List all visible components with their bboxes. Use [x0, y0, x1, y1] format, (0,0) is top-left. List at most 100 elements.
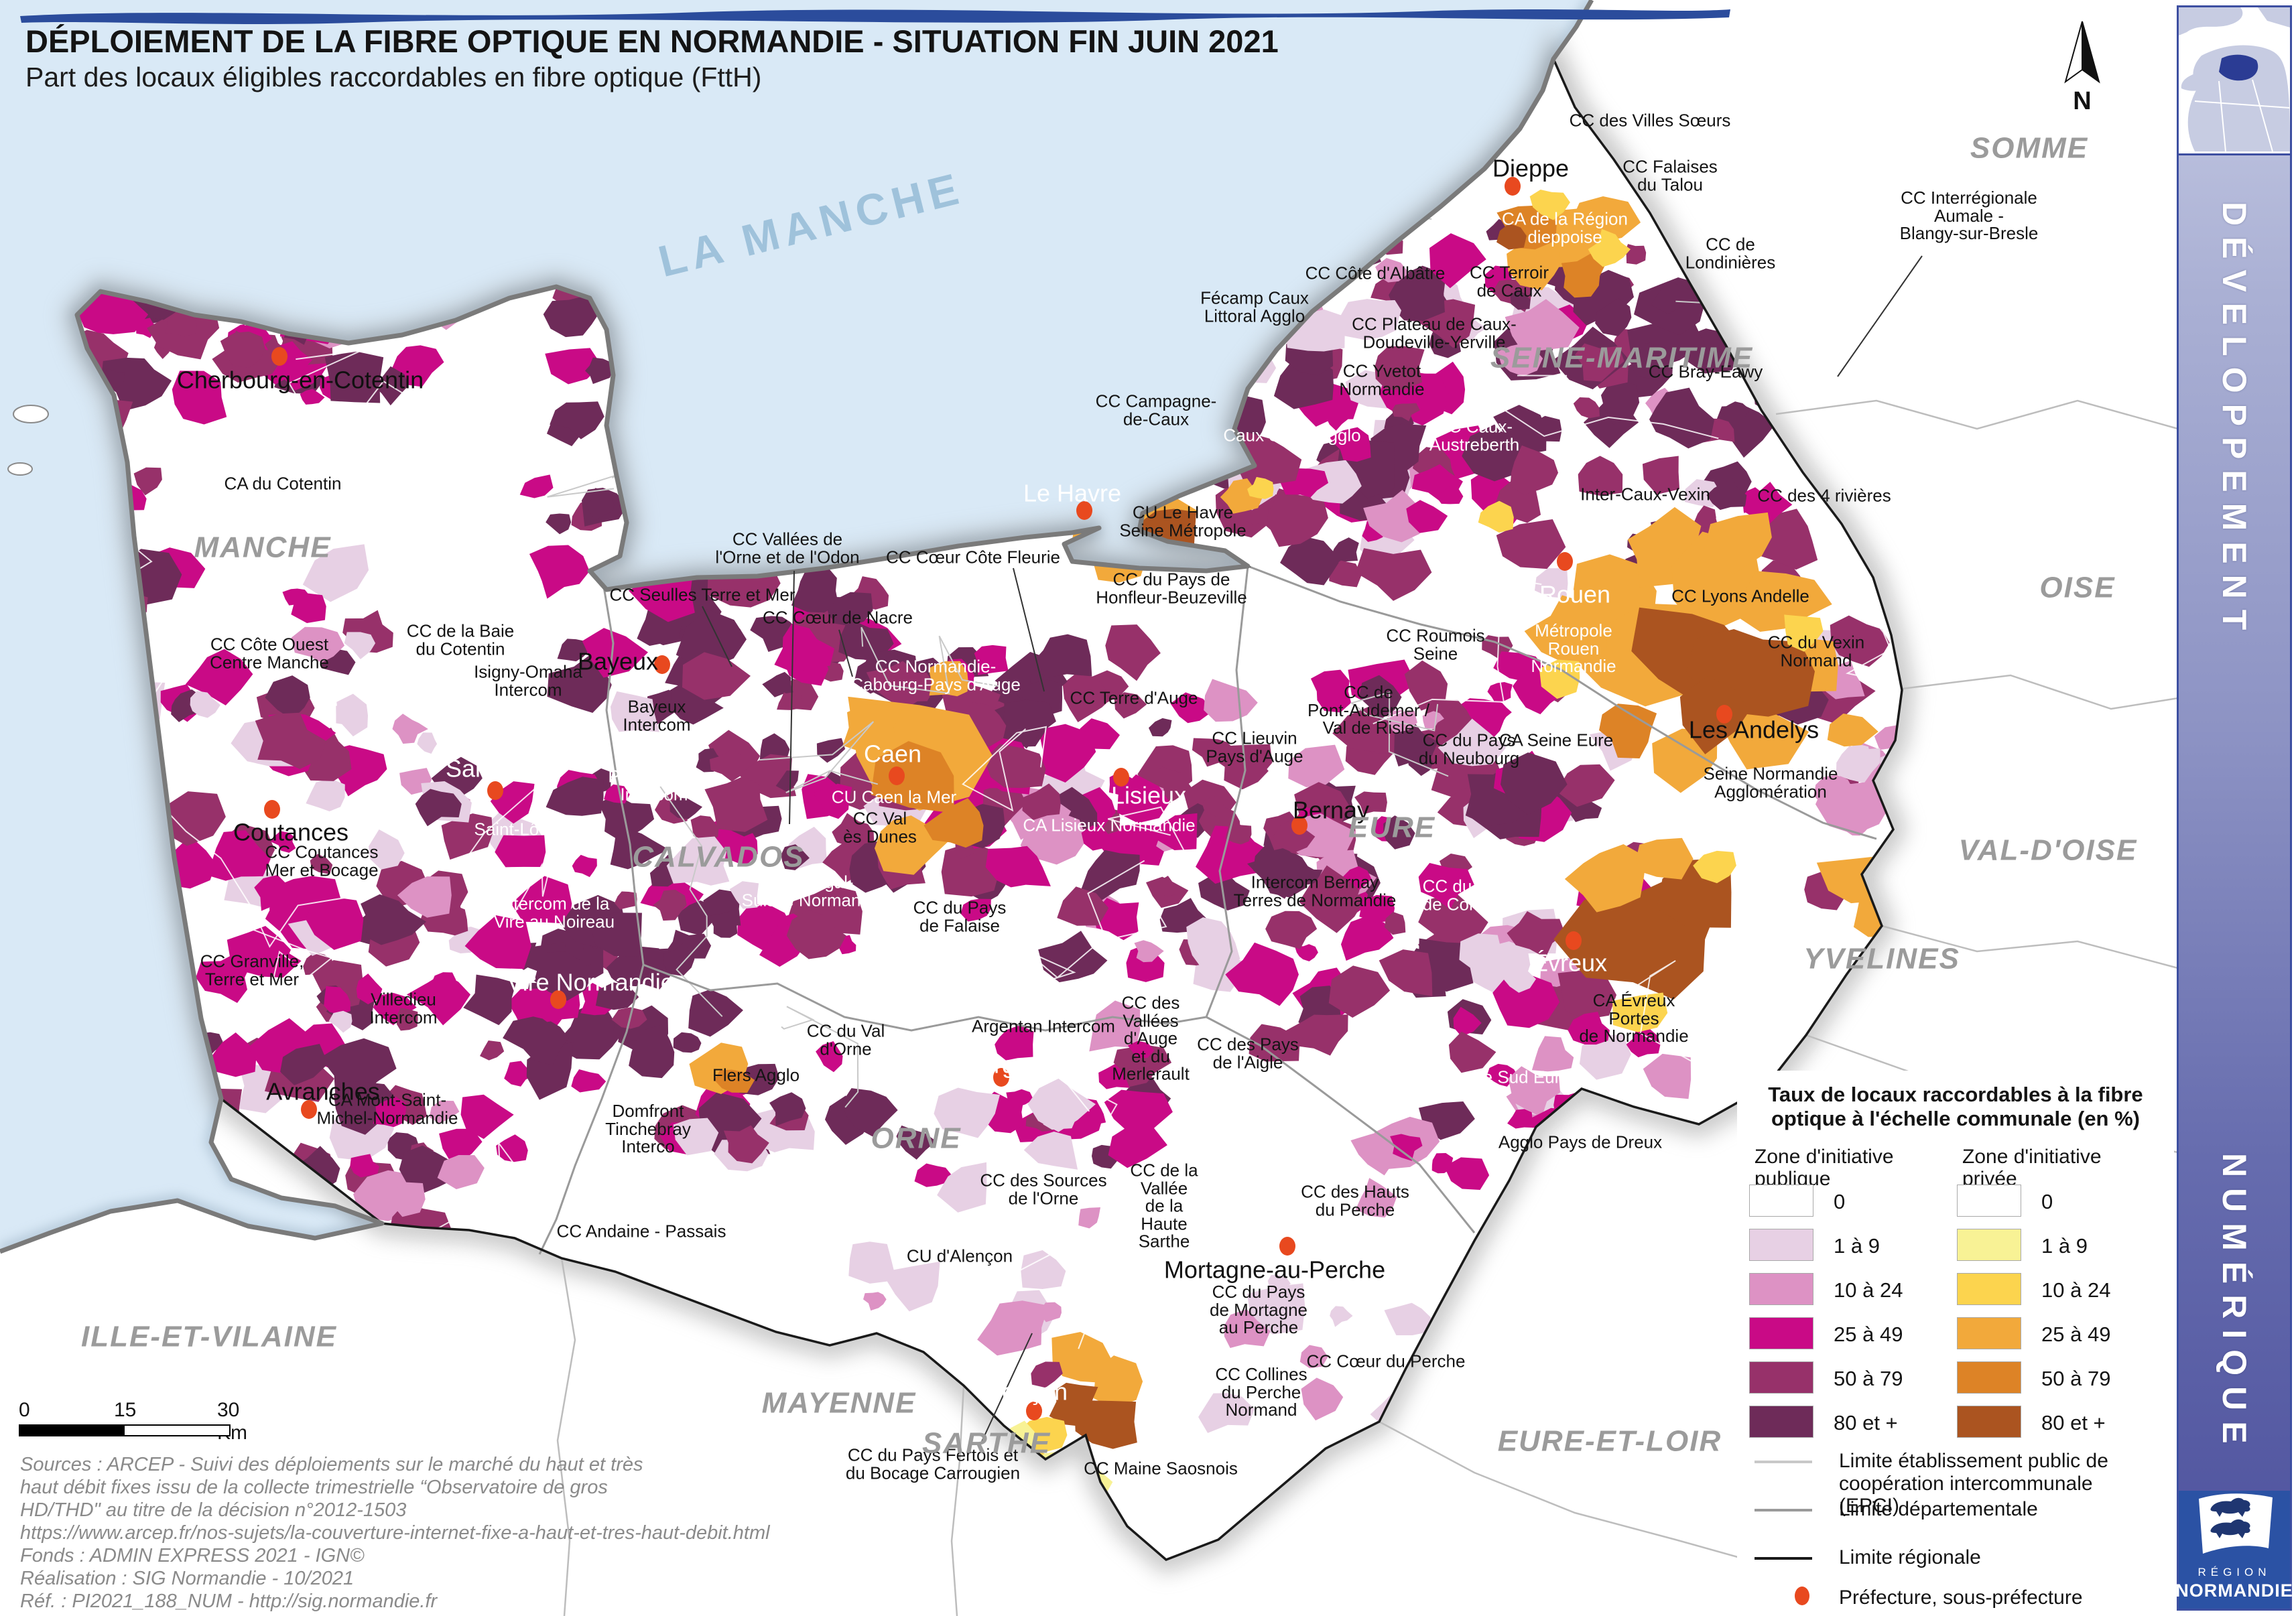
source-line-6: Réf. : PI2021_188_NUM - http://sig.norma… — [20, 1590, 438, 1612]
legend-class-label: 50 à 79 — [2041, 1367, 2111, 1390]
legend-public-header: Zone d'initiative publique — [1755, 1146, 1894, 1190]
label-leader-lines — [702, 255, 1923, 1446]
north-arrow-icon — [2064, 21, 2100, 84]
legend-swatch-private-3 — [1957, 1317, 2021, 1349]
source-line-2: HD/THD" au titre de la décision n°2012-1… — [20, 1499, 407, 1521]
source-line-1: haut débit fixes issu de la collecte tri… — [20, 1476, 608, 1498]
legend-row-public-5: 80 et + — [1749, 1406, 1950, 1446]
prefecture-dot-lisieux — [1113, 768, 1129, 787]
legend-class-label: 25 à 49 — [2041, 1323, 2111, 1346]
legend-line-label: Limite régionale — [1839, 1546, 1981, 1568]
prefecture-dot-mortagne-au-perche — [1279, 1237, 1295, 1256]
legend-row-private-3: 25 à 49 — [1957, 1317, 2158, 1357]
legend-title: Taux de locaux raccordables à la fibre op… — [1768, 1083, 2143, 1130]
prefecture-dot-rouen — [1557, 552, 1573, 571]
normandy-flag-icon — [2199, 1493, 2273, 1554]
legend-swatch-private-0 — [1957, 1185, 2021, 1217]
source-line-5: Réalisation : SIG Normandie - 10/2021 — [20, 1567, 355, 1589]
prefecture-dot-bernay — [1291, 816, 1308, 835]
legend-point-label: Préfecture, sous-préfecture — [1839, 1587, 2083, 1609]
legend-line-label: Limite établissement public de coopérati… — [1839, 1450, 2108, 1518]
north-arrow: N — [2045, 17, 2119, 118]
france-inset-graphic — [2179, 7, 2291, 152]
prefecture-dot-cherbourg-en-cotentin — [271, 347, 288, 366]
legend-row-public-0: 0 — [1749, 1185, 1950, 1225]
legend-line-sample — [1755, 1509, 1812, 1511]
legend-row-private-2: 10 à 24 — [1957, 1273, 2158, 1313]
legend-swatch-public-0 — [1749, 1185, 1813, 1217]
prefecture-dot-bayeux — [654, 655, 670, 674]
prefecture-dot--vreux — [1566, 931, 1582, 950]
legend-row-public-4: 50 à 79 — [1749, 1361, 1950, 1402]
prefecture-dots — [264, 177, 1732, 1420]
legend-swatch-public-3 — [1749, 1317, 1813, 1349]
prefecture-dot-avranches — [301, 1100, 317, 1119]
legend-row-public-3: 25 à 49 — [1749, 1317, 1950, 1357]
legend-class-label: 1 à 9 — [2041, 1234, 2088, 1258]
legend-swatch-private-2 — [1957, 1273, 2021, 1305]
source-line-4: Fonds : ADMIN EXPRESS 2021 - IGN© — [20, 1544, 365, 1566]
legend-private-header: Zone d'initiative privée — [1962, 1146, 2102, 1190]
prefecture-dot-vire-normandie — [550, 990, 566, 1009]
vertical-word-numerique: NUMÉRIQUE — [2216, 1153, 2253, 1455]
scale-15: 15 — [114, 1399, 137, 1421]
prefecture-dot-saint-l- — [487, 781, 503, 800]
prefecture-dot-sample — [1795, 1587, 1809, 1605]
sidebar: DÉVELOPPEMENT NUMÉRIQUE RÉGION NORMANDIE — [2175, 5, 2293, 1611]
legend-swatch-private-5 — [1957, 1406, 2021, 1438]
legend-line-label: Limite départementale — [1839, 1498, 2038, 1520]
legend-class-label: 1 à 9 — [1834, 1234, 1880, 1258]
title-brush-stroke — [20, 9, 1730, 24]
legend-class-label: 50 à 79 — [1834, 1367, 1903, 1390]
admin-boundaries — [0, 0, 1903, 1562]
prefecture-dot-alen-on — [1026, 1402, 1042, 1420]
prefecture-dot-coutances — [264, 800, 280, 819]
legend-swatch-public-4 — [1749, 1361, 1813, 1394]
legend-swatch-private-1 — [1957, 1229, 2021, 1261]
prefecture-dot-le-havre — [1076, 501, 1092, 520]
source-line-3: https://www.arcep.fr/nos-sujets/la-couve… — [20, 1522, 770, 1544]
prefecture-dot-dieppe — [1505, 177, 1521, 196]
legend-class-label: 0 — [1834, 1190, 1846, 1213]
legend-class-label: 0 — [2041, 1190, 2053, 1213]
legend-row-public-1: 1 à 9 — [1749, 1229, 1950, 1269]
legend-class-label: 25 à 49 — [1834, 1323, 1903, 1346]
scale-0: 0 — [19, 1399, 30, 1421]
page-title: DÉPLOIEMENT DE LA FIBRE OPTIQUE EN NORMA… — [25, 23, 1279, 59]
legend-row-public-2: 10 à 24 — [1749, 1273, 1950, 1313]
sidebar-vertical-title: DÉVELOPPEMENT NUMÉRIQUE — [2179, 175, 2290, 1475]
sources-credits: Sources : ARCEP - Suivi des déploiements… — [20, 1454, 770, 1613]
prefecture-dot-caen — [889, 766, 905, 785]
source-line-0: Sources : ARCEP - Suivi des déploiements… — [20, 1454, 643, 1475]
legend-row-private-4: 50 à 79 — [1957, 1361, 2158, 1402]
legend-swatch-private-4 — [1957, 1361, 2021, 1394]
scale-bar-graphic — [19, 1424, 231, 1436]
scale-bar: 0 15 30 Km — [19, 1399, 260, 1444]
legend-swatch-public-5 — [1749, 1406, 1813, 1438]
legend-row-private-1: 1 à 9 — [1957, 1229, 2158, 1269]
commune-fill-patches — [77, 97, 1902, 1499]
prefecture-dot-les-andelys — [1716, 705, 1732, 724]
legend-class-label: 80 et + — [1834, 1411, 1898, 1434]
legend-line-sample — [1755, 1461, 1812, 1463]
north-letter: N — [2073, 87, 2092, 115]
legend-swatch-public-2 — [1749, 1273, 1813, 1305]
scale-30km: 30 Km — [217, 1399, 247, 1444]
legend-class-label: 10 à 24 — [2041, 1278, 2111, 1302]
legend-class-label: 10 à 24 — [1834, 1278, 1903, 1302]
legend-class-label: 80 et + — [2041, 1411, 2106, 1434]
legend-row-private-0: 0 — [1957, 1185, 2158, 1225]
logo-normandie-text: NORMANDIE — [2175, 1580, 2293, 1601]
legend-row-private-5: 80 et + — [1957, 1406, 2158, 1446]
vertical-word-developpement: DÉVELOPPEMENT — [2216, 202, 2253, 641]
legend-panel: Taux de locaux raccordables à la fibre op… — [1737, 1071, 2174, 1609]
legend-swatch-public-1 — [1749, 1229, 1813, 1261]
logo-region-text: RÉGION — [2197, 1566, 2271, 1578]
france-inset-map — [2179, 7, 2291, 155]
page-subtitle: Part des locaux éligibles raccordables e… — [25, 62, 762, 92]
legend-line-sample — [1755, 1557, 1812, 1560]
prefecture-dot-argentan — [993, 1068, 1009, 1087]
region-normandie-logo: RÉGION NORMANDIE — [2175, 1491, 2293, 1609]
